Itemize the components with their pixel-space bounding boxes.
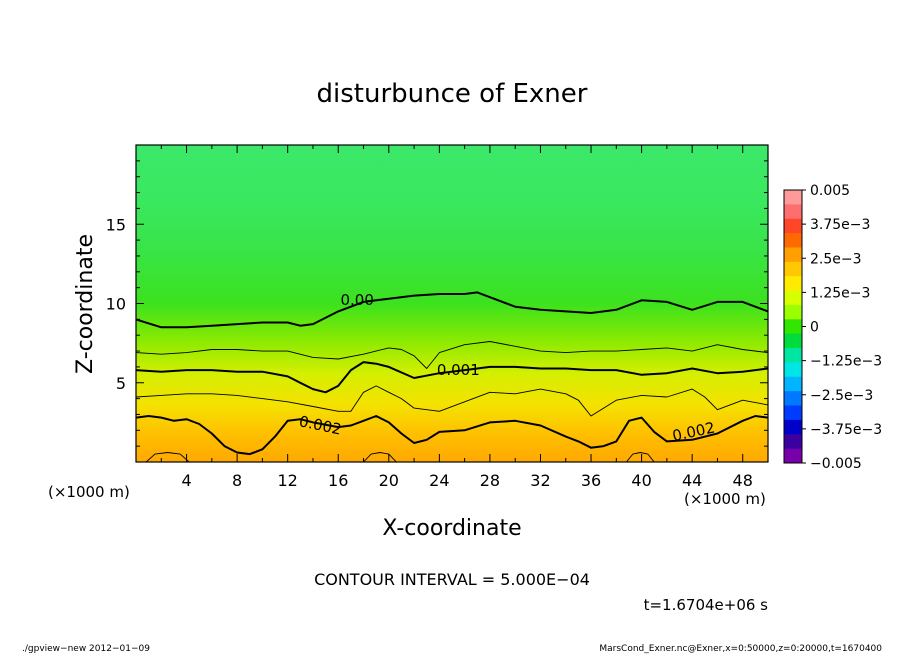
x-axis-unit-right: (×1000 m): [684, 490, 766, 508]
colorbar-swatch: [784, 247, 802, 263]
colorbar-swatch: [784, 304, 802, 320]
footer-left: ./gpview−new 2012−01−09: [22, 644, 150, 654]
colorbar-swatch: [784, 348, 802, 363]
contour-line-0_001: [136, 361, 768, 394]
contour-line-0_0025: [363, 452, 397, 462]
colorbar: 0.005 3.75e−3 2.5e−3 1.25e−3 0 −1.25e−3 −2.5e−…: [783, 183, 882, 472]
y-axis-label: Z-coordinate: [73, 234, 98, 374]
x-tick-label: 32: [530, 471, 550, 490]
colorbar-swatch: [784, 434, 802, 450]
contour-line-0_0025: [145, 452, 190, 462]
colorbar-swatch: [784, 448, 802, 464]
colorbar-swatch: [784, 362, 802, 378]
x-axis-label: X-coordinate: [382, 516, 521, 541]
x-tick-label: 4: [181, 471, 191, 490]
time-annotation: t=1.6704e+06 s: [644, 596, 769, 614]
colorbar-swatch: [784, 233, 802, 248]
colorbar-swatch: [784, 391, 802, 406]
contour-line-0: [136, 291, 768, 329]
field-background: [136, 145, 768, 462]
x-axis-unit-left: (×1000 m): [48, 483, 130, 501]
footer-right: MarsCond_Exner.nc@Exner,x=0:50000,z=0:20…: [599, 644, 882, 654]
chart-title: disturbunce of Exner: [317, 79, 588, 109]
x-tick-label: 8: [232, 471, 242, 490]
contour-interval-note: CONTOUR INTERVAL = 5.000E−04: [314, 570, 590, 589]
x-tick-label: 12: [278, 471, 298, 490]
colorbar-swatch: [784, 261, 802, 277]
x-tick-label: 44: [682, 471, 702, 490]
colorbar-swatch: [784, 376, 802, 392]
colorbar-tick-label: 0.005: [810, 183, 850, 199]
colorbar-swatch: [784, 204, 802, 220]
x-tick-label: 36: [581, 471, 601, 490]
colorbar-tick-label: −1.25e−3: [810, 354, 882, 370]
y-tick-label: 10: [106, 295, 126, 314]
colorbar-swatch: [784, 276, 802, 291]
colorbar-swatch: [784, 319, 802, 335]
colorbar-swatch: [784, 405, 802, 421]
contour-line-0_0005: [136, 341, 768, 369]
colorbar-tick-label: −2.5e−3: [810, 388, 873, 404]
contour-line-0_0015: [136, 385, 768, 417]
contour-label: 0.001: [437, 361, 480, 379]
contour-label: 0.00: [340, 291, 373, 309]
y-tick-label: 15: [106, 215, 126, 234]
colorbar-tick-label: 0: [810, 320, 819, 336]
x-tick-label: 24: [429, 471, 449, 490]
colorbar-swatch: [784, 218, 802, 234]
x-tick-label: 16: [328, 471, 348, 490]
colorbar-swatch: [784, 333, 802, 349]
colorbar-tick-label: 1.25e−3: [810, 285, 870, 301]
colorbar-tick-label: 3.75e−3: [810, 217, 870, 233]
colorbar-swatch: [784, 190, 802, 205]
x-axis-ticks: 4 8 12 16 20 24 28 32 36 40 44 48: [160, 145, 753, 490]
colorbar-swatch: [784, 290, 802, 306]
x-tick-label: 20: [379, 471, 399, 490]
y-tick-label: 5: [116, 374, 126, 393]
colorbar-tick-label: −3.75e−3: [810, 422, 882, 438]
contour-line-0_0025: [626, 452, 655, 462]
x-tick-label: 40: [631, 471, 651, 490]
x-tick-label: 48: [733, 471, 753, 490]
colorbar-tick-label: −0.005: [810, 456, 862, 472]
x-tick-label: 28: [480, 471, 500, 490]
contour-line-0_002: [136, 415, 768, 456]
colorbar-tick-label: 2.5e−3: [810, 251, 862, 267]
y-axis-ticks: 5 10 15: [106, 160, 768, 447]
colorbar-swatch: [784, 419, 802, 435]
